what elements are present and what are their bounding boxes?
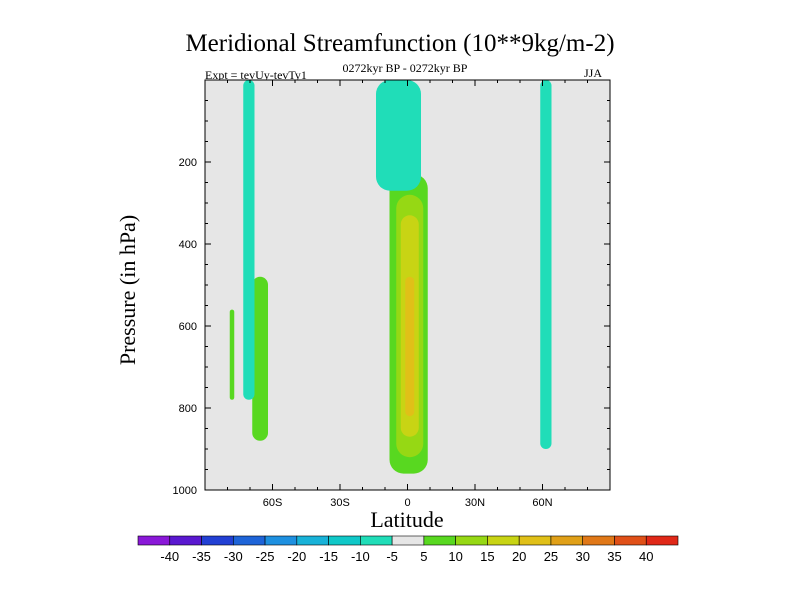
chart-title: Meridional Streamfunction (10**9kg/m-2): [185, 30, 615, 57]
contour-equatorial-core-20: [405, 276, 415, 417]
y-tick-label: 200: [179, 157, 197, 169]
colorbar-swatch: [169, 535, 202, 546]
axes-layer: 60S 30S 0 30N 60N 200 400 600 800 1000: [173, 80, 611, 509]
colorbar-swatch: [550, 535, 584, 546]
x-tick-label: 30N: [465, 497, 485, 509]
contour-sh-75s-positive: [229, 309, 235, 400]
colorbar-swatch: [391, 535, 425, 546]
colorbar-swatch: [487, 535, 520, 546]
colorbar-swatch: [296, 535, 329, 546]
colorbar: -40 -35 -30 -25 -20 -15 -10 -5 5 10 15 20 25 30 35 40: [137, 535, 679, 564]
x-tick-label: 60N: [532, 497, 552, 509]
colorbar-label: 5: [420, 549, 427, 564]
contour-sh-70s-negative: [243, 80, 255, 400]
y-tick-label: 1000: [173, 485, 197, 497]
colorbar-label: 10: [448, 549, 462, 564]
colorbar-swatch: [328, 535, 361, 546]
colorbar-swatch: [201, 535, 234, 546]
season-label: JJA: [584, 66, 603, 80]
x-axis-label: Latitude: [370, 507, 443, 532]
x-tick-label: 30S: [330, 497, 350, 509]
contour-nh-60n-negative: [540, 80, 552, 449]
x-tick-label: 0: [404, 497, 410, 509]
colorbar-swatch: [423, 535, 456, 546]
colorbar-swatch: [582, 535, 615, 546]
colorbar-swatch: [137, 535, 171, 546]
colorbar-label: -30: [224, 549, 243, 564]
y-tick-label: 800: [179, 403, 197, 415]
colorbar-swatch: [360, 535, 393, 546]
colorbar-swatch: [264, 535, 298, 546]
colorbar-swatch: [518, 535, 552, 546]
colorbar-label: 40: [639, 549, 653, 564]
colorbar-label: 20: [512, 549, 526, 564]
y-tick-label: 400: [179, 239, 197, 251]
y-axis-label: Pressure (in hPa): [115, 215, 140, 365]
colorbar-swatch: [614, 535, 647, 546]
colorbar-swatch: [455, 535, 488, 546]
colorbar-swatch: [232, 535, 266, 546]
x-tick-label: 60S: [263, 497, 283, 509]
colorbar-label: -15: [319, 549, 338, 564]
colorbar-swatch: [645, 535, 679, 546]
colorbar-label: 25: [544, 549, 558, 564]
contour-layer: [229, 80, 552, 474]
contour-sh-60s-positive: [252, 276, 268, 441]
experiment-label: Expt = tevUy-tevTy1: [205, 68, 307, 82]
contour-nh-upper-negative: [376, 80, 421, 191]
colorbar-label: 15: [480, 549, 494, 564]
colorbar-label: -40: [160, 549, 179, 564]
colorbar-label: 30: [575, 549, 589, 564]
colorbar-label: -5: [386, 549, 398, 564]
y-tick-label: 600: [179, 321, 197, 333]
colorbar-label: -35: [192, 549, 211, 564]
colorbar-label: -20: [287, 549, 306, 564]
colorbar-label: 35: [607, 549, 621, 564]
period-label: 0272kyr BP - 0272kyr BP: [342, 61, 468, 75]
colorbar-label: -25: [256, 549, 275, 564]
colorbar-label: -10: [351, 549, 370, 564]
